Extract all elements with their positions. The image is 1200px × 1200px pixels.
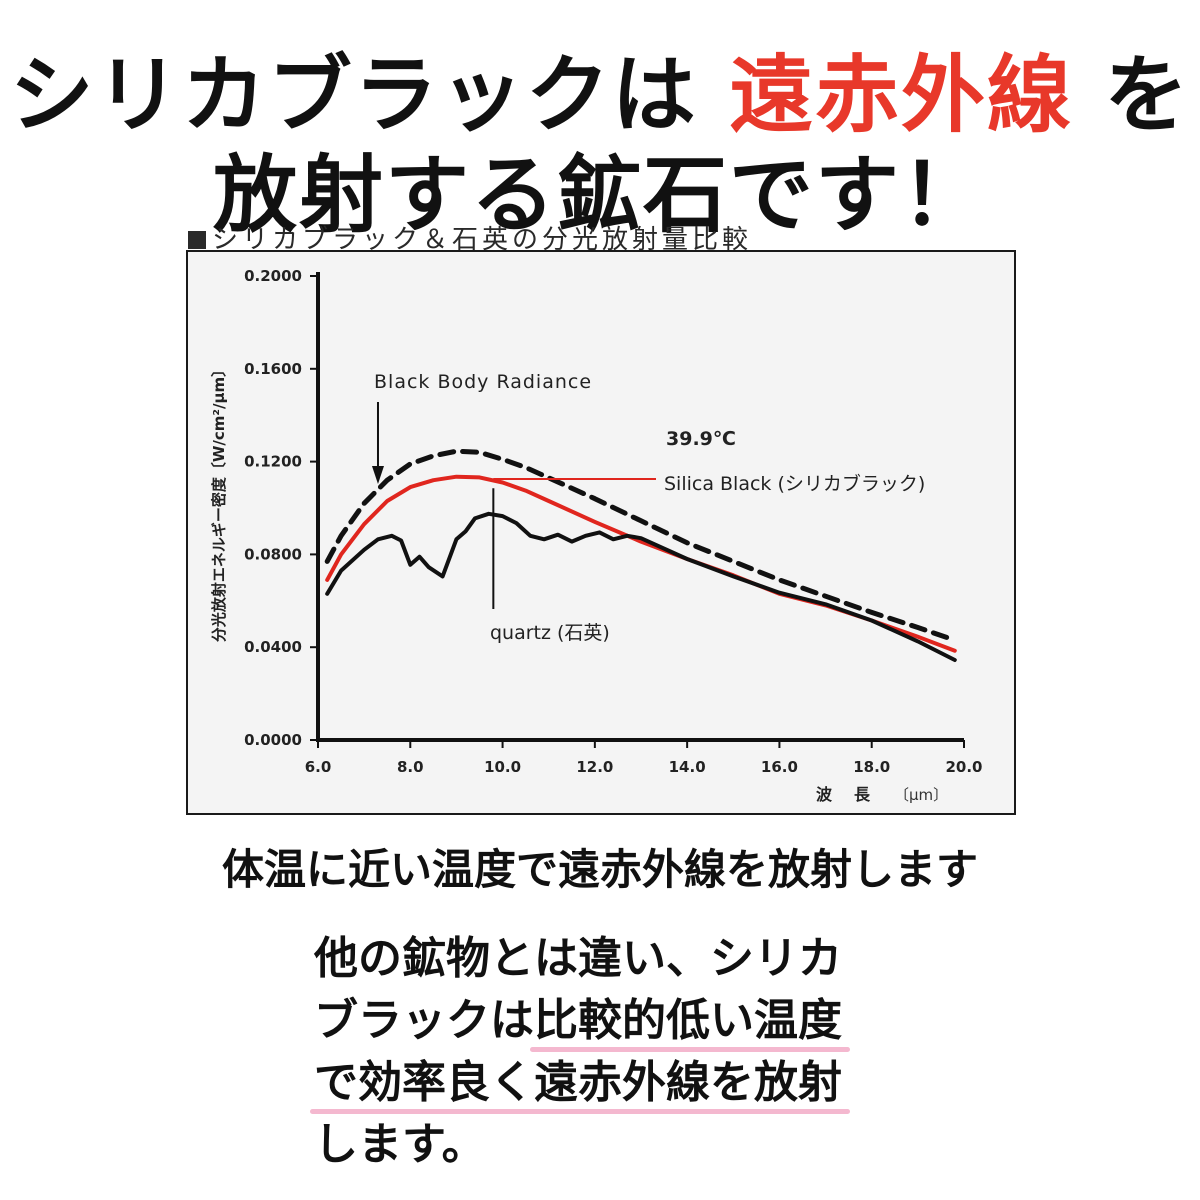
- x-axis-unit: 〔μm〕: [894, 786, 948, 804]
- body-line-4: します。: [314, 1119, 486, 1170]
- x-tick-label: 12.0: [576, 758, 613, 776]
- y-tick-label: 0.1200: [244, 453, 302, 471]
- annotation-quartz: quartz (石英): [490, 622, 610, 644]
- headline-text: シリカブラックは: [9, 46, 698, 144]
- body-highlight-1: 比較的低い温度: [534, 995, 842, 1046]
- y-tick-label: 0.2000: [244, 267, 302, 285]
- x-tick-label: 6.0: [305, 758, 332, 776]
- y-tick-label: 0.0800: [244, 545, 302, 563]
- annotation-silica: Silica Black (シリカブラック): [664, 472, 925, 495]
- x-tick-label: 8.0: [397, 758, 424, 776]
- arrow-down-icon: [371, 466, 384, 484]
- headline-accent: 遠赤外線: [728, 46, 1073, 144]
- chart-panel: 0.0000 0.0400 0.0800 0.1200 0.1600 0.2000 6.0 8…: [186, 250, 1016, 815]
- x-axis-label: 波 長: [816, 785, 873, 804]
- body-line-2-start: ブラックは: [314, 995, 534, 1046]
- annotation-black-body: Black Body Radiance: [374, 371, 592, 393]
- x-tick-label: 18.0: [853, 758, 890, 776]
- series-line-silica-black: [325, 474, 957, 653]
- headline-text-end: を: [1104, 46, 1191, 144]
- body-line-2: ブラックは比較的低い温度: [314, 990, 934, 1052]
- y-tick-label: 0.0400: [244, 638, 302, 656]
- x-tick-label: 14.0: [669, 758, 706, 776]
- annotation-temperature: 39.9℃: [666, 428, 736, 450]
- x-tick-label: 16.0: [761, 758, 798, 776]
- y-tick-label: 0.1600: [244, 360, 302, 378]
- body-highlight-2: で効率良く遠赤外線を放射: [314, 1057, 842, 1108]
- y-axis-label: 分光放射エネルギー密度〔W/cm²/μm〕: [210, 362, 228, 642]
- x-tick-label: 10.0: [484, 758, 521, 776]
- square-bullet-icon: [188, 231, 206, 249]
- y-tick-label: 0.0000: [244, 731, 302, 749]
- subheading: 体温に近い温度で遠赤外線を放射します: [221, 845, 978, 894]
- series-line-black-body: [324, 448, 958, 643]
- body-line-3: で効率良く遠赤外線を放射: [314, 1052, 934, 1114]
- body-paragraph: 他の鉱物とは違い、シリカ ブラックは比較的低い温度 で効率良く遠赤外線を放射 し…: [314, 928, 934, 1176]
- headline-line-1: シリカブラックは 遠赤外線 を: [0, 28, 1200, 149]
- series-line-quartz: [325, 511, 957, 662]
- headline-line-2: 放射する鉱石です！: [212, 146, 987, 244]
- chart-svg: 0.0000 0.0400 0.0800 0.1200 0.1600 0.2000 6.0 8…: [210, 267, 983, 804]
- x-tick-label: 20.0: [945, 758, 982, 776]
- body-line-1: 他の鉱物とは違い、シリカ: [314, 933, 842, 984]
